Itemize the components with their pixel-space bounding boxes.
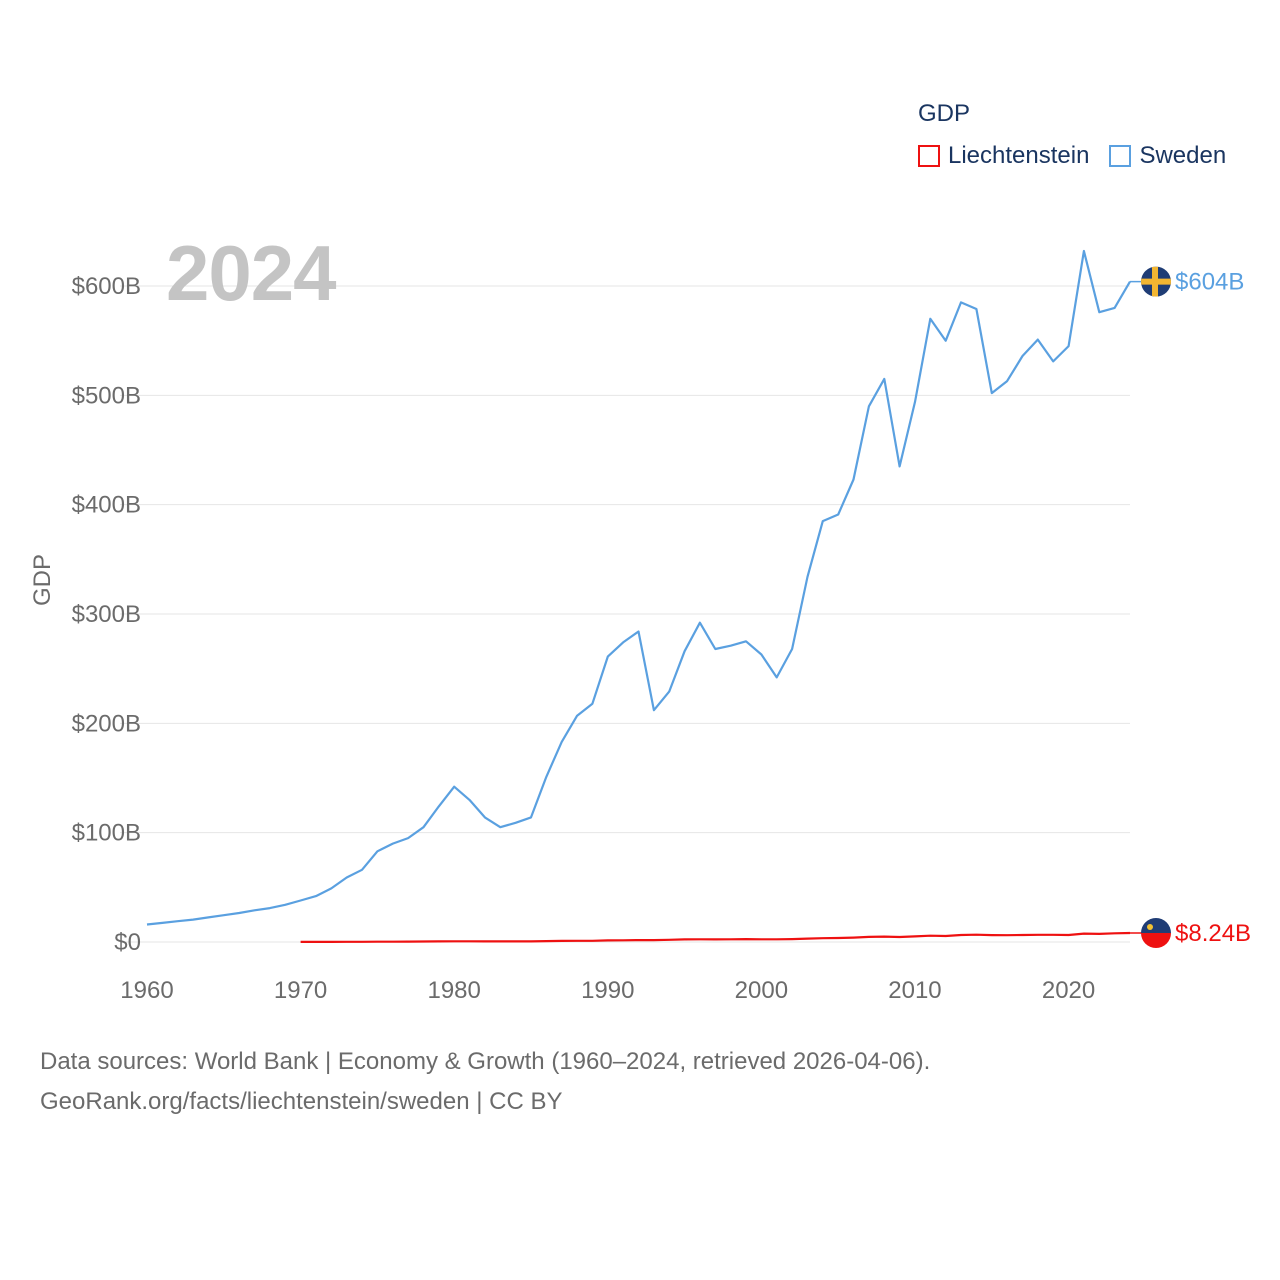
end-label-liechtenstein: $8.24B bbox=[1175, 920, 1251, 947]
footer-sources: Data sources: World Bank | Economy & Gro… bbox=[40, 1048, 931, 1075]
series-line-liechtenstein bbox=[300, 931, 1131, 944]
y-axis-ticks: $0 $100B $200B $300B $400B $500B $600B bbox=[72, 273, 141, 956]
legend: Liechtenstein Sweden bbox=[918, 142, 1226, 170]
legend-label-liechtenstein: Liechtenstein bbox=[948, 142, 1090, 169]
y-tick-label: $400B bbox=[72, 492, 141, 519]
y-tick-label: $300B bbox=[72, 601, 141, 628]
current-year-label: 2024 bbox=[166, 229, 337, 317]
y-tick-label: $0 bbox=[114, 929, 141, 956]
legend-item-liechtenstein[interactable]: Liechtenstein bbox=[918, 142, 1089, 170]
x-tick-label: 1960 bbox=[120, 977, 173, 1004]
footer-url[interactable]: GeoRank.org/facts/liechtenstein/sweden |… bbox=[40, 1088, 563, 1115]
grid-lines bbox=[120, 285, 1130, 943]
legend-label-sweden: Sweden bbox=[1139, 142, 1227, 169]
legend-item-sweden[interactable]: Sweden bbox=[1109, 142, 1226, 170]
legend-title: GDP bbox=[918, 100, 971, 127]
data-source-footer: Data sources: World Bank | Economy & Gro… bbox=[40, 1042, 930, 1122]
end-label-sweden: $604B bbox=[1175, 269, 1244, 296]
x-tick-label: 2000 bbox=[735, 977, 788, 1004]
y-axis-label: GDP bbox=[29, 554, 56, 606]
legend-swatch-sweden bbox=[1109, 145, 1132, 167]
x-tick-label: 1970 bbox=[274, 977, 327, 1004]
liechtenstein-flag-icon bbox=[1141, 917, 1171, 948]
y-tick-label: $600B bbox=[72, 273, 141, 300]
x-tick-label: 2020 bbox=[1042, 977, 1095, 1004]
y-tick-label: $100B bbox=[72, 820, 141, 847]
series-line-sweden bbox=[146, 249, 1131, 926]
series-lines bbox=[146, 249, 1131, 944]
x-tick-label: 2010 bbox=[888, 977, 941, 1004]
y-tick-label: $500B bbox=[72, 382, 141, 409]
sweden-flag-icon bbox=[1141, 266, 1171, 297]
x-tick-label: 1980 bbox=[427, 977, 480, 1004]
x-tick-label: 1990 bbox=[581, 977, 634, 1004]
x-axis-ticks: 1960 1970 1980 1990 2000 2010 2020 bbox=[120, 977, 1095, 1004]
series-end-markers: $604B $8.24B bbox=[1130, 266, 1251, 948]
legend-swatch-liechtenstein bbox=[918, 145, 940, 167]
y-tick-label: $200B bbox=[72, 710, 141, 737]
